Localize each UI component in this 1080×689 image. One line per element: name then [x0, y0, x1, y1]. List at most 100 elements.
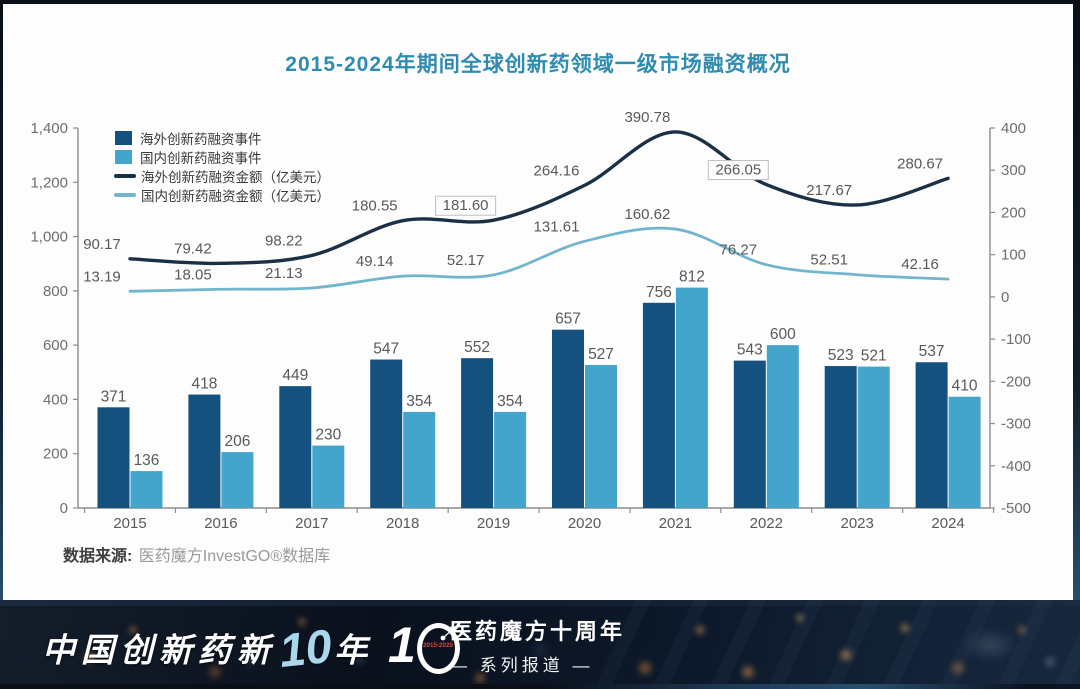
line-label: 42.16 — [901, 256, 939, 273]
bar-label: 756 — [646, 284, 672, 301]
bar-label: 527 — [588, 346, 614, 363]
y-axis-left-label: 0 — [60, 500, 68, 517]
y-axis-right-label: -500 — [1001, 500, 1031, 517]
slogan-suffix: 年 — [334, 631, 374, 668]
slogan-prefix: 中国创新药新 — [42, 631, 276, 668]
y-axis-right-label: 0 — [1001, 289, 1009, 306]
line-label: 52.51 — [810, 252, 848, 269]
bar-label: 552 — [464, 339, 490, 356]
x-axis-label: 2019 — [477, 515, 510, 532]
bokeh-background — [0, 600, 1080, 689]
logo-digit-zero: 2015-2025 — [416, 621, 464, 674]
x-axis-label: 2024 — [931, 515, 964, 532]
chart-card: 0 200 400 600 800 1,000 1,200 1,400 400 300 200 100… — [3, 4, 1073, 600]
bar — [824, 366, 857, 508]
line-label: 390.78 — [624, 109, 670, 126]
x-axis-label: 2018 — [386, 515, 419, 532]
y-axis-right-label: -100 — [1001, 331, 1031, 348]
line-label: 264.16 — [534, 162, 580, 179]
bar-label: 206 — [224, 433, 250, 450]
bar — [552, 329, 584, 508]
bar-label: 521 — [861, 348, 887, 365]
bar — [766, 345, 799, 508]
y-axis-right-label: -400 — [1001, 458, 1031, 475]
logo-years: 2015-2025 — [423, 641, 454, 649]
line-label: 13.19 — [83, 268, 121, 285]
legend-item-overseas-amount: 海外创新药融资金额（亿美元） — [114, 168, 330, 185]
x-axis-label: 2022 — [750, 515, 783, 532]
y-axis-left-label: 200 — [43, 446, 68, 463]
bar-label: 418 — [191, 376, 217, 393]
x-axis-label: 2023 — [841, 515, 874, 532]
bar-label: 543 — [737, 342, 763, 359]
data-source-note: 数据来源: 医药魔方InvestGO®数据库 — [63, 542, 330, 566]
bar — [642, 302, 675, 508]
x-axis-label: 2020 — [568, 515, 601, 532]
bar-label: 410 — [952, 378, 978, 395]
bar — [188, 394, 221, 508]
bar — [585, 364, 617, 508]
legend-label: 海外创新药融资事件 — [140, 132, 262, 147]
x-axis-label: 2017 — [295, 515, 328, 532]
data-source-label: 数据来源: — [63, 548, 133, 565]
campaign-text: 医药魔方十周年 — 系列报道 — — [450, 614, 625, 676]
y-axis-left-label: 800 — [43, 283, 68, 300]
line-label: 76.27 — [720, 242, 758, 259]
bar-label: 547 — [373, 341, 399, 358]
line-label: 131.61 — [534, 218, 580, 235]
y-axis-right-label: 300 — [1001, 162, 1026, 179]
bar — [221, 452, 254, 508]
bar-label: 449 — [282, 367, 308, 384]
y-axis-right-label: -300 — [1001, 416, 1031, 433]
line-label: 160.62 — [624, 206, 670, 223]
bar-label: 354 — [497, 393, 523, 410]
legend-swatch-overseas-amount — [114, 174, 136, 178]
line-label: 79.42 — [174, 240, 212, 257]
bar-label: 354 — [406, 393, 432, 410]
footer-slogan: 中国创新药新10年 — [42, 617, 374, 676]
line-label: 18.05 — [174, 266, 212, 283]
bar-label: 812 — [679, 269, 705, 286]
line-series — [128, 226, 950, 293]
legend-item-overseas-events: 海外创新药融资事件 — [115, 130, 330, 147]
line-label-box — [707, 160, 769, 181]
x-axis-label: 2016 — [204, 515, 237, 532]
logo-digit-one: 1 — [388, 616, 416, 673]
line-label: 266.05 — [715, 162, 761, 179]
chart-title: 2015-2024年期间全球创新药领域一级市场融资概况 — [285, 53, 791, 76]
campaign-subtitle: — 系列报道 — — [450, 655, 594, 675]
footer-banner: 中国创新药新10年 1 2015-2025 医药魔方十周年 — 系列报道 — — [0, 600, 1080, 689]
anniversary-logo: 1 2015-2025 — [388, 616, 464, 674]
y-axis-right-label: -200 — [1001, 373, 1031, 390]
x-axis-label: 2015 — [113, 515, 146, 532]
y-axis-left-label: 1,400 — [30, 120, 68, 137]
light-streaks — [594, 600, 1080, 689]
bar — [915, 362, 948, 508]
y-axis-left-label: 1,200 — [30, 174, 68, 191]
campaign-title: 医药魔方十周年 — [450, 618, 626, 644]
chart-legend: 海外创新药融资事件 国内创新药融资事件 海外创新药融资金额（亿美元） 国内创新药… — [114, 130, 330, 204]
bar — [675, 287, 708, 508]
bar — [130, 471, 163, 508]
legend-swatch-overseas-events — [115, 131, 132, 145]
bar-label: 136 — [134, 452, 160, 469]
y-axis-right-label: 400 — [1001, 120, 1026, 137]
line-label: 49.14 — [356, 253, 394, 270]
line-label-box — [435, 195, 497, 216]
bar — [948, 396, 981, 508]
bar-label: 523 — [828, 347, 854, 364]
combo-chart: 0 200 400 600 800 1,000 1,200 1,400 400 300 200 100… — [30, 109, 1031, 532]
line-label: 98.22 — [265, 232, 303, 249]
line-label: 280.67 — [897, 155, 943, 172]
y-axis-left-label: 1,000 — [30, 229, 68, 246]
data-source-value: 医药魔方InvestGO®数据库 — [138, 548, 331, 565]
bar-label: 371 — [101, 388, 127, 405]
slogan-number: 10 — [276, 618, 335, 677]
bar — [97, 407, 130, 508]
bar — [279, 386, 312, 508]
line-label: 21.13 — [265, 265, 303, 282]
line-label: 181.60 — [443, 197, 489, 214]
bar — [370, 359, 403, 508]
bar-label: 600 — [770, 326, 796, 343]
bar — [733, 360, 766, 508]
